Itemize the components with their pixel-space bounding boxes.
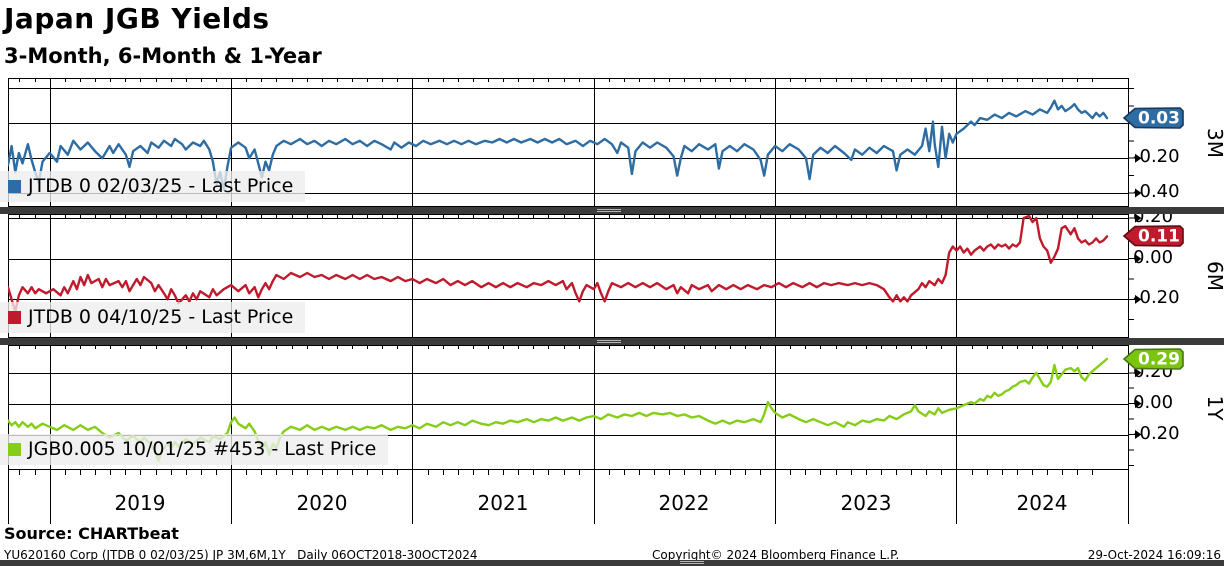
- footer-copyright: Copyright© 2024 Bloomberg Finance L.P.: [652, 548, 900, 562]
- legend-6m[interactable]: JTDB 0 04/10/25 - Last Price: [0, 302, 306, 333]
- y-tick-label: -0.20: [1133, 422, 1180, 444]
- y-tick-label: -0.20: [1133, 287, 1180, 309]
- y-tick-label: 0.00: [1133, 246, 1174, 268]
- legend-swatch-icon: [8, 443, 21, 456]
- axis-title-1y: 1Y: [1203, 395, 1224, 420]
- panel-plot-6m: [8, 214, 1142, 338]
- chart-subtitle: 3-Month, 6-Month & 1-Year: [4, 44, 322, 68]
- y-tick-label: -0.20: [1133, 146, 1180, 168]
- x-tick-label-year: 2024: [1016, 491, 1068, 515]
- x-tick-label-year: 2021: [477, 491, 529, 515]
- series-line-6m: [8, 214, 1109, 313]
- legend-label: JTDB 0 04/10/25 - Last Price: [28, 306, 294, 328]
- panel-3m: [8, 78, 1154, 207]
- legend-label: JTDB 0 02/03/25 - Last Price: [28, 175, 294, 197]
- price-flag-value: 0.11: [1138, 227, 1180, 247]
- divider-grip-icon[interactable]: [597, 209, 621, 213]
- axis-title-3m: 3M: [1203, 127, 1224, 158]
- page-title: Japan JGB Yields: [4, 2, 270, 35]
- price-flag-1y: 0.29: [1122, 346, 1186, 372]
- price-flag-3m: 0.03: [1122, 105, 1186, 131]
- y-tick-label: -0.40: [1133, 181, 1180, 203]
- x-tick-label-year: 2020: [296, 491, 348, 515]
- x-axis-band: [0, 470, 1224, 526]
- source-line: Source: CHARTbeat: [4, 524, 179, 543]
- legend-3m[interactable]: JTDB 0 02/03/25 - Last Price: [0, 171, 306, 202]
- panel-plot-3m: [8, 78, 1142, 207]
- series-line-3m: [8, 99, 1109, 191]
- legend-swatch-icon: [8, 311, 21, 324]
- legend-label: JGB0.005 10/01/25 #453 - Last Price: [28, 438, 377, 460]
- divider-grip-icon[interactable]: [597, 340, 621, 344]
- bottom-grip-icon[interactable]: [680, 561, 704, 565]
- price-flag-6m: 0.11: [1122, 223, 1186, 249]
- price-flag-value: 0.03: [1138, 109, 1180, 129]
- x-tick-label-year: 2023: [840, 491, 892, 515]
- x-tick-label-year: 2022: [658, 491, 710, 515]
- window-bottom-bar: [0, 560, 1224, 566]
- panel-divider-2[interactable]: [0, 338, 1224, 345]
- panel-divider-1[interactable]: [0, 207, 1224, 214]
- footer-timestamp: 29-Oct-2024 16:09:16: [1087, 548, 1221, 562]
- y-tick-label: 0.00: [1133, 391, 1174, 413]
- x-tick-label-year: 2019: [114, 491, 166, 515]
- footer-security-info: YU620160 Corp (JTDB 0 02/03/25) JP 3M,6M…: [4, 548, 478, 562]
- price-flag-value: 0.29: [1138, 349, 1180, 369]
- panel-6m: [8, 214, 1154, 338]
- legend-swatch-icon: [8, 180, 21, 193]
- legend-1y[interactable]: JGB0.005 10/01/25 #453 - Last Price: [0, 434, 389, 465]
- axis-title-6m: 6M: [1203, 261, 1224, 291]
